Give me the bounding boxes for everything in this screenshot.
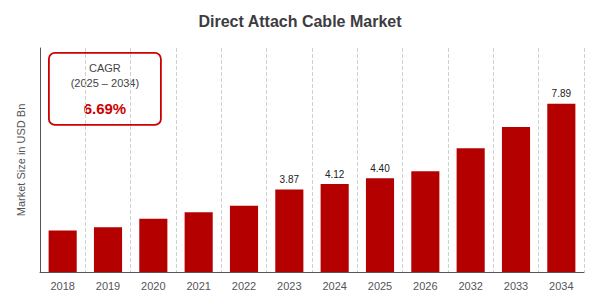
svg-text:2032: 2032 bbox=[458, 280, 482, 292]
svg-text:CAGR: CAGR bbox=[89, 62, 121, 74]
svg-text:Market Size in USD Bn: Market Size in USD Bn bbox=[15, 104, 27, 216]
svg-text:2026: 2026 bbox=[413, 280, 437, 292]
svg-text:2033: 2033 bbox=[504, 280, 528, 292]
svg-text:3.87: 3.87 bbox=[280, 174, 300, 185]
svg-text:Direct Attach Cable Market: Direct Attach Cable Market bbox=[198, 13, 402, 30]
svg-text:2024: 2024 bbox=[322, 280, 346, 292]
svg-text:7.89: 7.89 bbox=[552, 88, 572, 99]
svg-text:6.69%: 6.69% bbox=[84, 100, 127, 117]
svg-text:2025: 2025 bbox=[368, 280, 392, 292]
svg-text:2023: 2023 bbox=[277, 280, 301, 292]
svg-text:2018: 2018 bbox=[50, 280, 74, 292]
svg-text:2021: 2021 bbox=[186, 280, 210, 292]
svg-text:2020: 2020 bbox=[141, 280, 165, 292]
svg-text:2034: 2034 bbox=[549, 280, 573, 292]
svg-text:(2025 – 2034): (2025 – 2034) bbox=[71, 77, 139, 89]
svg-text:2019: 2019 bbox=[96, 280, 120, 292]
svg-text:4.12: 4.12 bbox=[325, 169, 345, 180]
svg-text:4.40: 4.40 bbox=[370, 163, 390, 174]
svg-text:2022: 2022 bbox=[232, 280, 256, 292]
